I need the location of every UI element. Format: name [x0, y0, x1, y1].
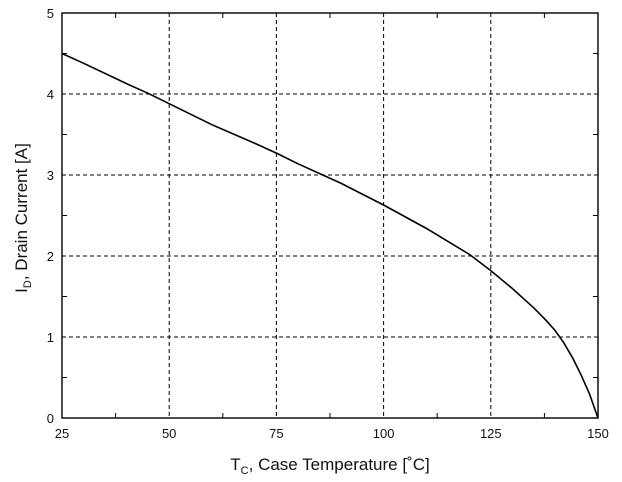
y-tick-label: 4 — [47, 87, 54, 102]
y-tick-label: 2 — [47, 249, 54, 264]
x-axis-title: TC, Case Temperature [˚C] — [230, 455, 429, 477]
plot-frame — [61, 12, 599, 419]
x-axis-title-symbol: T — [230, 455, 240, 474]
x-tick-label: 25 — [55, 426, 69, 441]
x-tick-label: 150 — [587, 426, 609, 441]
minor-ticks — [62, 13, 598, 418]
x-tick-label: 125 — [480, 426, 502, 441]
y-axis-title: ID, Drain Current [A] — [12, 143, 34, 293]
x-axis-title-text: , Case Temperature [˚C] — [249, 455, 430, 474]
drain-current-curve — [61, 52, 599, 419]
y-axis-tick-labels: 0 1 2 3 4 5 — [47, 6, 54, 426]
y-axis-title-text: , Drain Current [A] — [12, 143, 31, 280]
y-axis-title-symbol: I — [12, 288, 31, 293]
x-tick-label: 50 — [162, 426, 176, 441]
y-tick-label: 3 — [47, 168, 54, 183]
x-axis-title-subscript: C — [241, 465, 249, 477]
grid-lines — [62, 13, 598, 418]
y-axis-title-subscript: D — [22, 280, 34, 288]
x-axis-tick-labels: 25 50 75 100 125 150 — [55, 426, 609, 441]
y-tick-label: 0 — [47, 411, 54, 426]
x-tick-label: 100 — [373, 426, 395, 441]
x-tick-label: 75 — [269, 426, 283, 441]
y-tick-label: 1 — [47, 330, 54, 345]
y-tick-label: 5 — [47, 6, 54, 21]
